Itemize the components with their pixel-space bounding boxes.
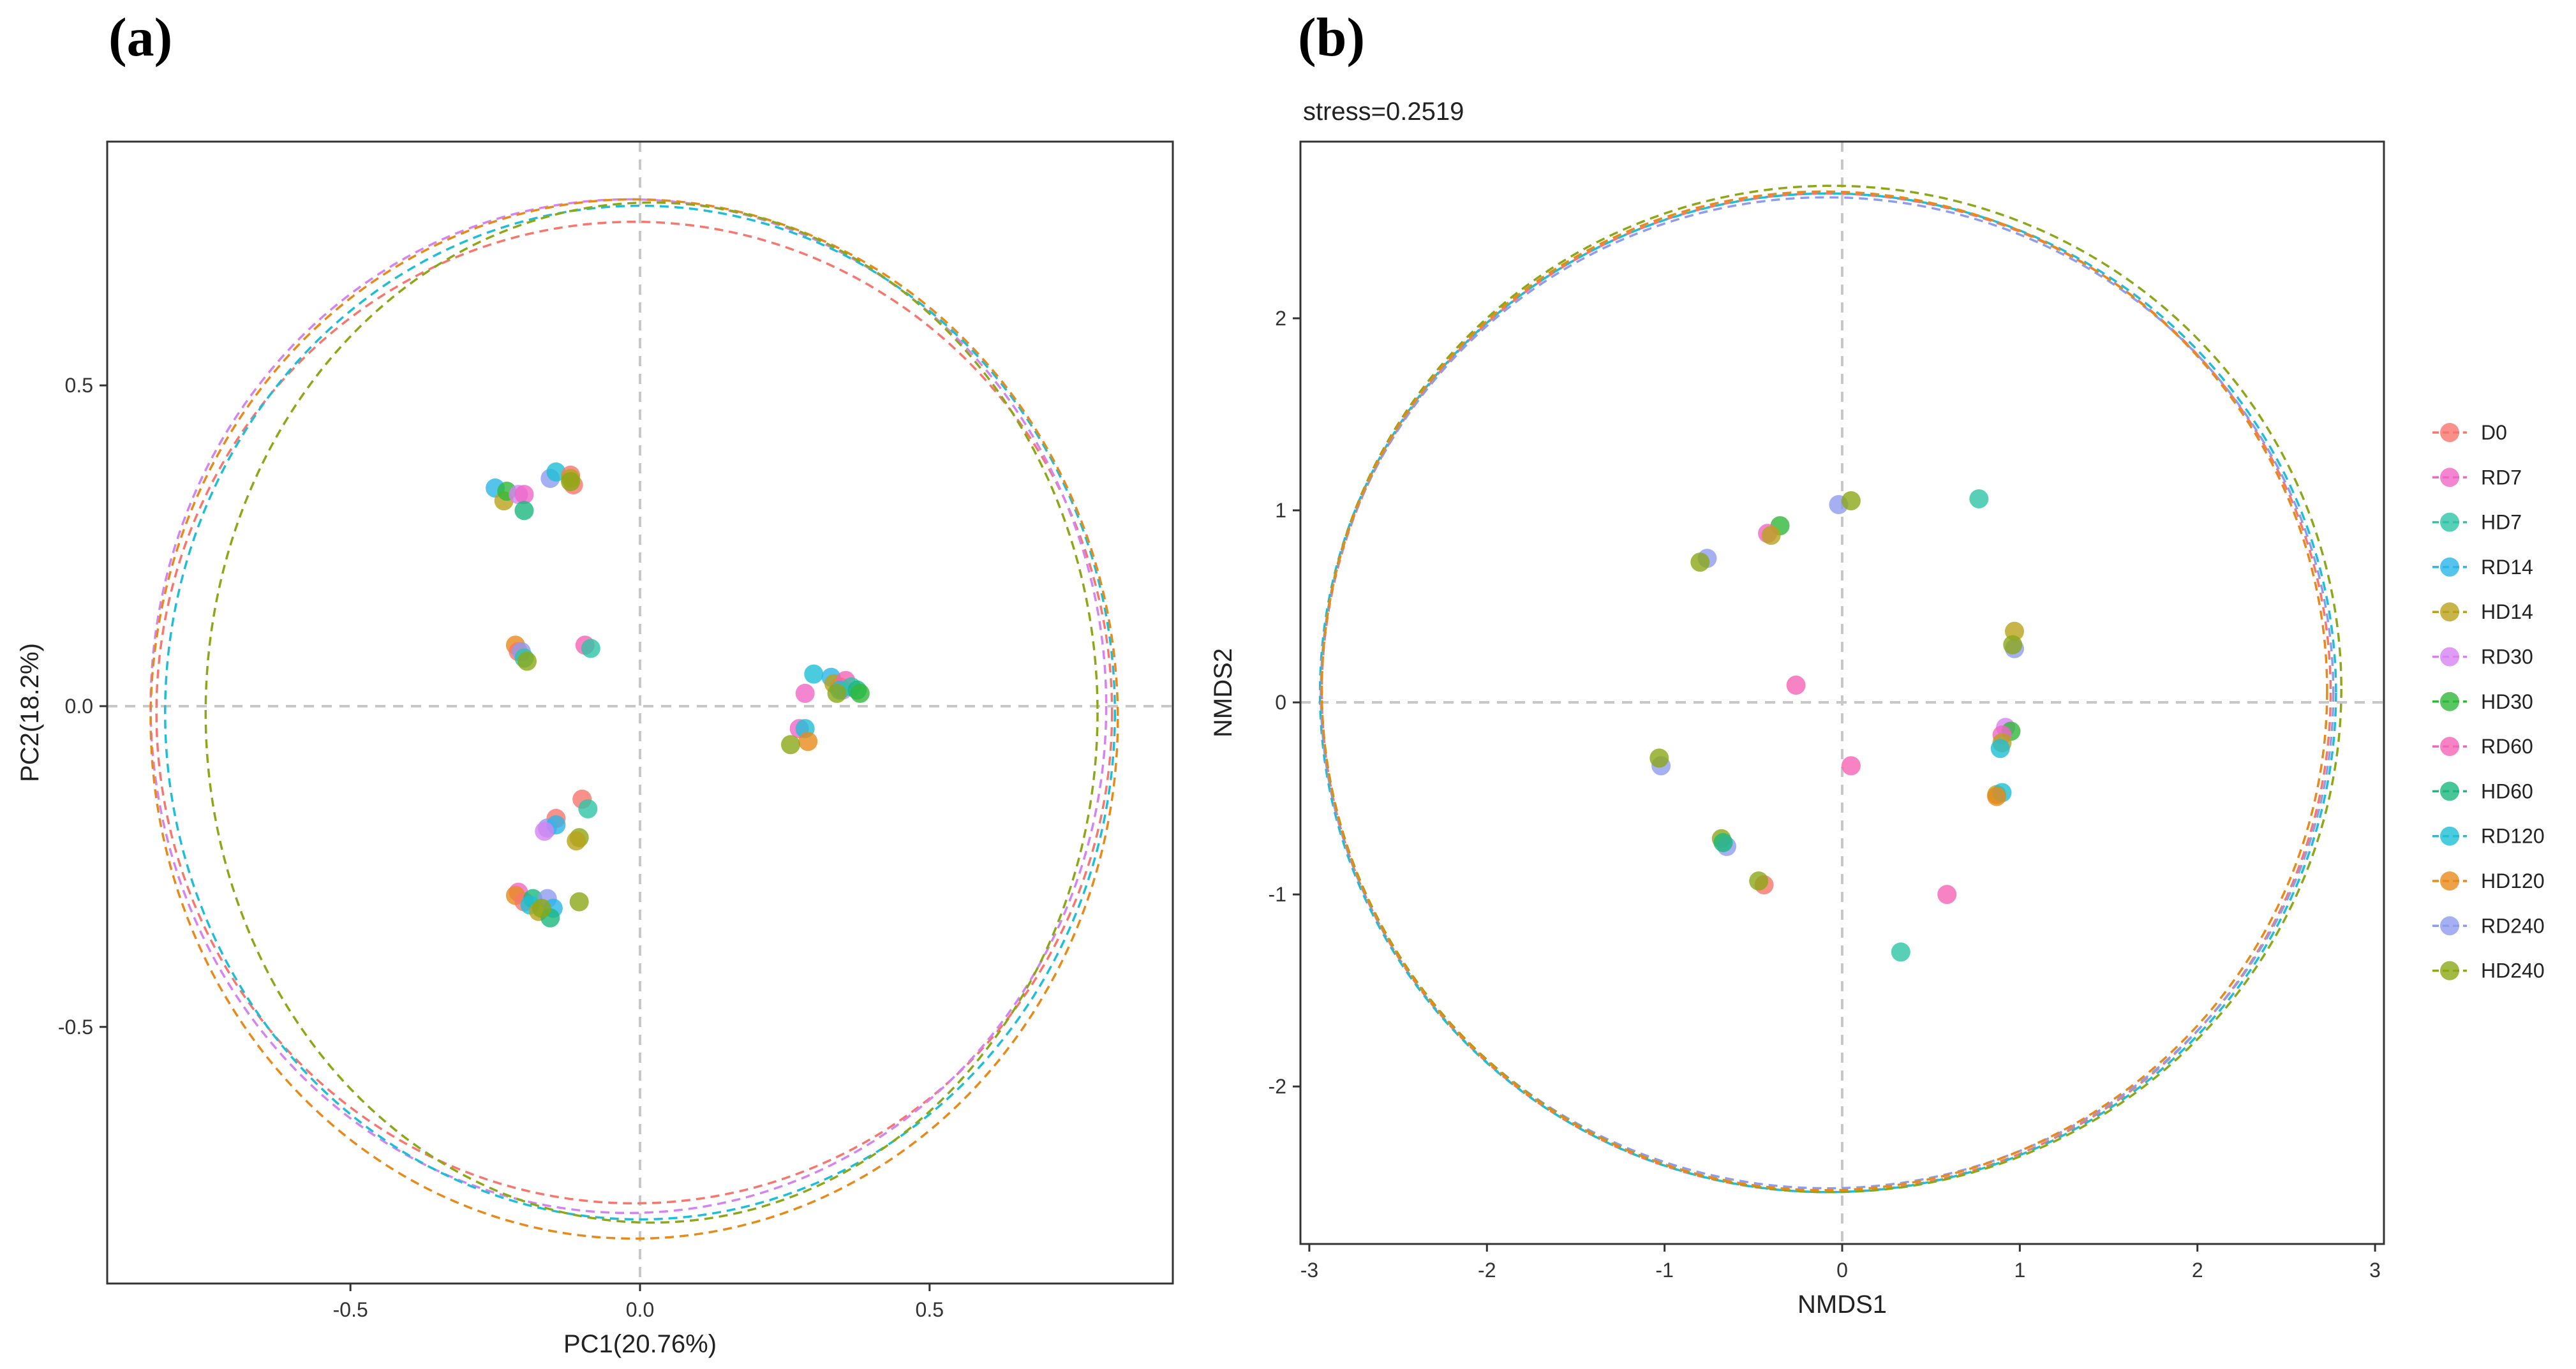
pca-point-hd14 — [567, 831, 586, 851]
nmds-xtick-label: -2 — [1478, 1259, 1496, 1282]
legend-label-hd240: HD240 — [2481, 959, 2545, 982]
nmds-point-hd60 — [1713, 833, 1733, 852]
nmds-point-hd240 — [1841, 491, 1861, 510]
legend-key-hd60 — [2440, 781, 2459, 801]
nmds-ellipse-d0 — [1320, 192, 2332, 1194]
pca-xtick-label: 0.5 — [916, 1298, 944, 1321]
nmds-ytick-label: -1 — [1269, 883, 1286, 906]
pca-ytick-label: 0.5 — [65, 374, 93, 397]
nmds-point-rd60 — [1841, 756, 1861, 776]
pca-point-rd7 — [514, 485, 534, 505]
nmds-xtick-label: 3 — [2369, 1259, 2381, 1282]
pca-xtick-label: -0.5 — [333, 1298, 368, 1321]
nmds-ellipse-rd240 — [1320, 196, 2335, 1190]
pca-point-hd60 — [514, 501, 534, 521]
pca-ellipse-d0 — [155, 220, 1113, 1205]
nmds-ellipse-hd120 — [1320, 190, 2328, 1192]
legend-label-rd240: RD240 — [2481, 914, 2545, 937]
pca-y-axis-title: PC2(18.2%) — [16, 643, 44, 782]
legend-key-rd120 — [2440, 826, 2459, 846]
legend-key-rd240 — [2440, 916, 2459, 936]
pca-point-hd7 — [581, 639, 600, 658]
legend-label-rd30: RD30 — [2481, 646, 2533, 669]
pca-point-rd120 — [546, 462, 566, 482]
nmds-point-hd14 — [1761, 526, 1781, 545]
nmds-point-hd120 — [1987, 787, 2007, 806]
nmds-ytick-label: 0 — [1275, 691, 1286, 714]
pca-point-hd240 — [532, 898, 551, 918]
pca-point-hd240 — [561, 471, 581, 491]
pca-point-hd240 — [827, 683, 847, 703]
legend-label-hd7: HD7 — [2481, 511, 2522, 534]
nmds-point-hd240 — [2003, 635, 2023, 655]
legend-label-rd7: RD7 — [2481, 466, 2522, 489]
nmds-point-hd240 — [1690, 552, 1710, 572]
pca-ellipse-rd120 — [164, 204, 1116, 1221]
nmds-point-rd120 — [1990, 739, 2010, 759]
nmds-xtick-label: -1 — [1655, 1259, 1673, 1282]
pca-point-rd120 — [804, 664, 824, 684]
nmds-x-axis-title: NMDS1 — [1798, 1291, 1887, 1319]
pca-plot: -0.5 0.0 0.5 -0.5 0.0 0.5 PC1(20.76%) PC2(18.2%… — [16, 140, 1174, 1358]
nmds-point-rd60 — [1937, 885, 1957, 905]
nmds-ytick-label: -2 — [1269, 1075, 1286, 1098]
pca-point-rd30 — [535, 822, 555, 841]
legend-key-hd30 — [2440, 692, 2459, 711]
nmds-ellipse-rd120 — [1318, 192, 2337, 1194]
legend-key-rd60 — [2440, 737, 2459, 757]
pca-ytick-label: 0.0 — [65, 695, 93, 718]
legend-label-d0: D0 — [2481, 421, 2507, 444]
legend-key-rd7 — [2440, 468, 2459, 487]
pca-point-hd7 — [578, 799, 598, 818]
nmds-ytick-label: 1 — [1275, 499, 1286, 522]
legend-label-hd30: HD30 — [2481, 690, 2533, 713]
legend-label-hd60: HD60 — [2481, 780, 2533, 803]
pca-x-axis-title: PC1(20.76%) — [563, 1330, 717, 1358]
legend: D0 RD7 HD7 RD14 HD14 RD30 HD30 RD60 HD60 RD120 HD1… — [2432, 421, 2545, 982]
nmds-plot: -3 -2 -1 0 1 2 3 -2 -1 0 1 2 NMDS1 NMDS2 stress=0.2519 — [1209, 98, 2385, 1319]
legend-key-hd120 — [2440, 871, 2459, 891]
legend-key-hd240 — [2440, 961, 2459, 981]
panel-b-label: (b) — [1298, 6, 1366, 68]
legend-key-hd7 — [2440, 512, 2459, 532]
legend-label-rd60: RD60 — [2481, 735, 2533, 758]
nmds-ytick-label: 2 — [1275, 307, 1286, 330]
panel-a-label: (a) — [108, 6, 173, 68]
legend-key-d0 — [2440, 423, 2459, 442]
nmds-point-hd240 — [1749, 871, 1769, 891]
legend-label-hd14: HD14 — [2481, 600, 2533, 623]
pca-xtick-label: 0.0 — [626, 1298, 654, 1321]
pca-ellipse-hd120 — [149, 198, 1119, 1240]
legend-label-rd120: RD120 — [2481, 825, 2545, 848]
nmds-point-hd7 — [1969, 489, 1989, 508]
nmds-xtick-label: 2 — [2192, 1259, 2203, 1282]
pca-point-hd240 — [517, 651, 537, 671]
nmds-stress-label: stress=0.2519 — [1303, 98, 1464, 126]
nmds-xtick-label: 0 — [1836, 1259, 1848, 1282]
nmds-point-hd7 — [1891, 942, 1910, 962]
legend-label-rd14: RD14 — [2481, 556, 2533, 579]
legend-key-rd30 — [2440, 647, 2459, 667]
nmds-point-hd240 — [1649, 748, 1669, 768]
nmds-xtick-label: -3 — [1300, 1259, 1318, 1282]
pca-point-hd30 — [850, 683, 870, 703]
legend-label-hd120: HD120 — [2481, 870, 2545, 892]
nmds-xtick-label: 1 — [2014, 1259, 2025, 1282]
nmds-y-axis-title: NMDS2 — [1209, 648, 1237, 737]
pca-ytick-label: -0.5 — [58, 1016, 93, 1039]
legend-key-rd14 — [2440, 557, 2459, 577]
pca-point-rd7 — [795, 683, 815, 703]
pca-point-hd120 — [798, 732, 818, 751]
legend-key-hd14 — [2440, 602, 2459, 622]
pca-ellipse-hd240 — [204, 201, 1099, 1224]
nmds-point-rd60 — [1786, 675, 1806, 695]
pca-point-hd240 — [569, 892, 589, 912]
pca-point-hd240 — [780, 735, 800, 755]
